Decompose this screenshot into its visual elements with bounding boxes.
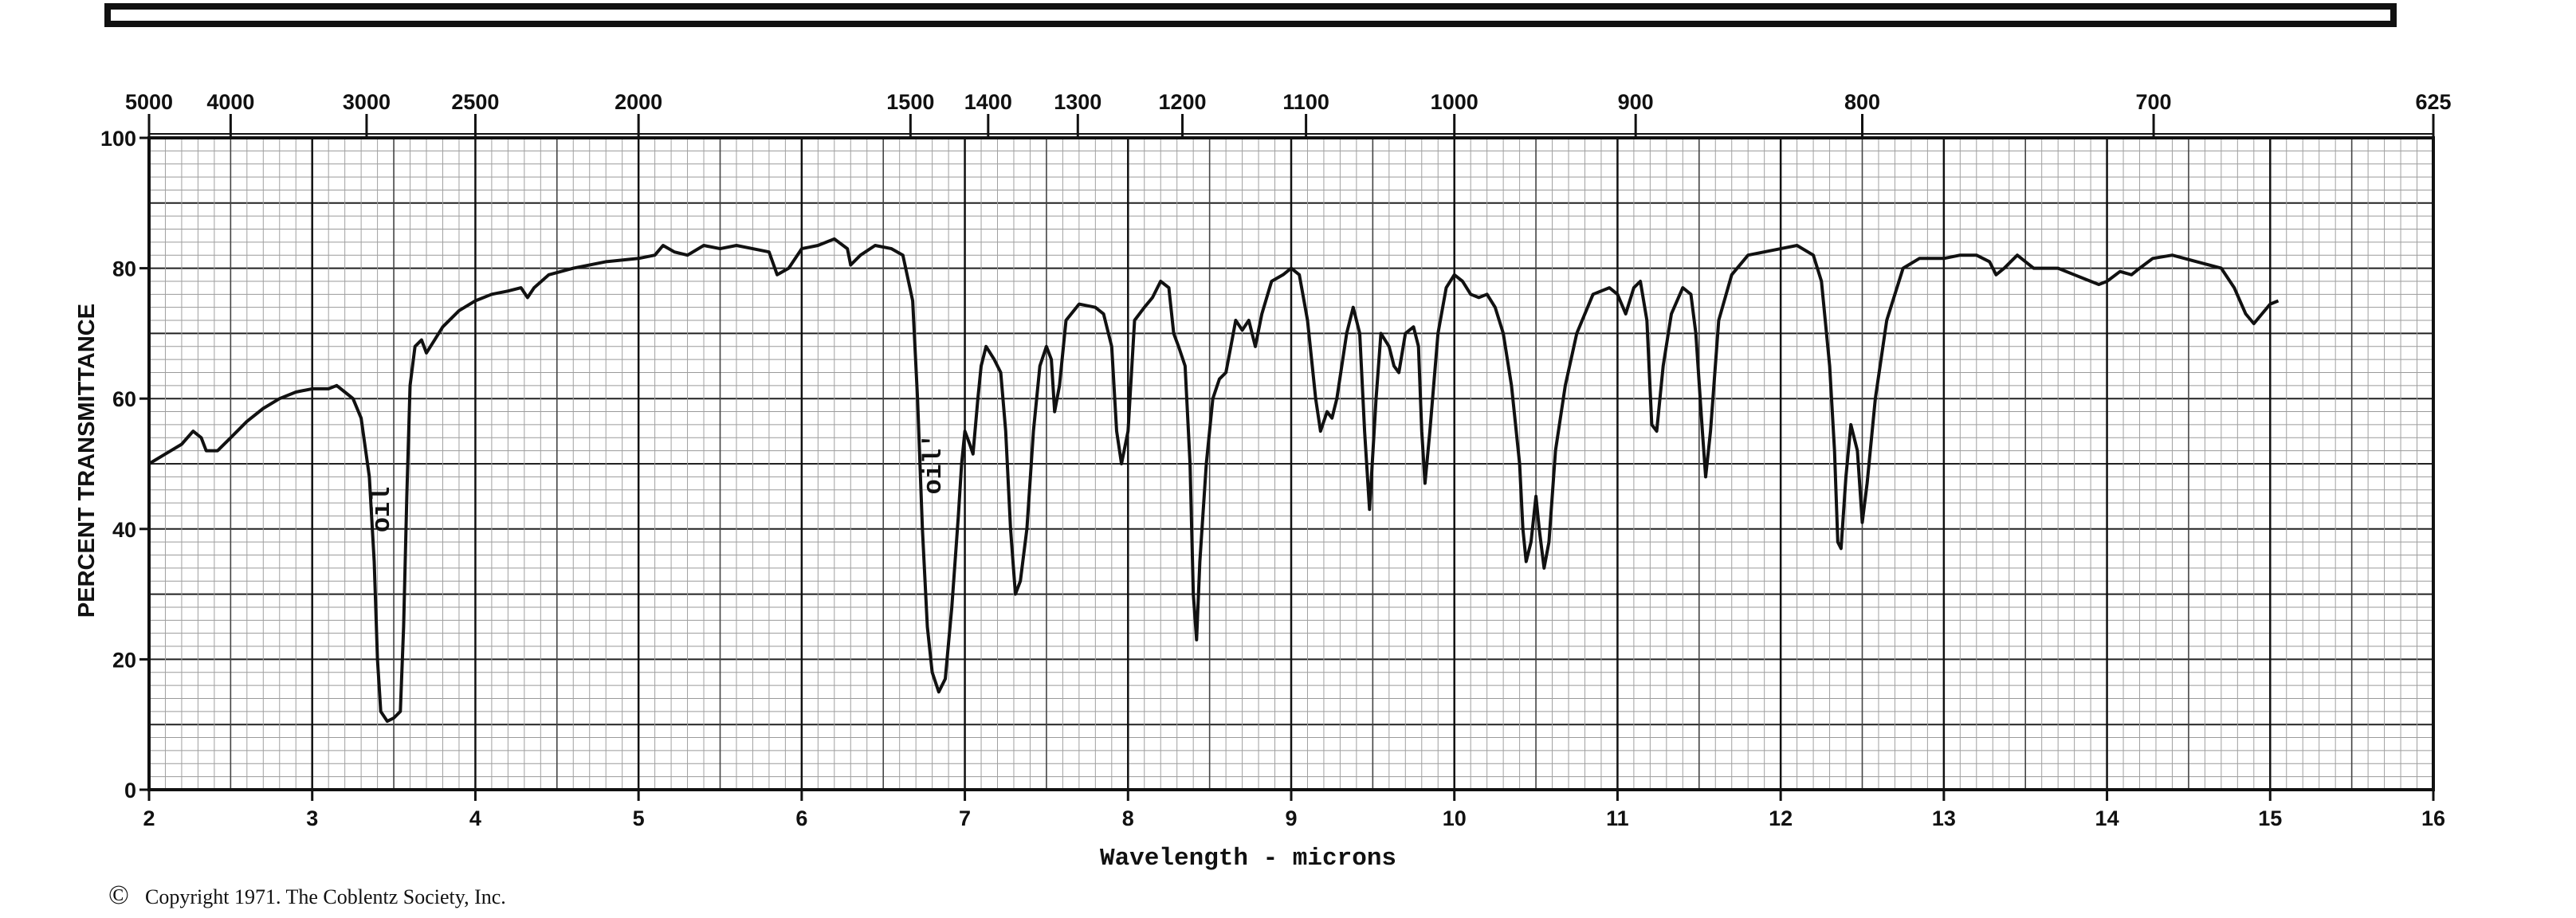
wavenumber-tick-label: 900 (1618, 90, 1654, 114)
x-tick-label: 9 (1285, 806, 1297, 830)
y-tick-label: 60 (112, 387, 136, 411)
wavenumber-axis: 5000 4000 3000 2500 2000 1500 1400 1300 1200 1100… (125, 90, 2452, 138)
wavenumber-tick-label: 1300 (1054, 90, 1101, 114)
wavenumber-tick-label: 800 (1844, 90, 1880, 114)
x-tick-label: 16 (2421, 806, 2445, 830)
annotations: oil oil' (367, 434, 948, 533)
annotation-label: oil' (919, 434, 948, 495)
x-tick-label: 15 (2258, 806, 2282, 830)
y-axis-label: PERCENT TRANSMITTANCE (74, 304, 100, 618)
copyright-symbol: © (108, 881, 129, 910)
y-tick-label: 0 (124, 779, 136, 802)
wavenumber-tick-label: 3000 (343, 90, 391, 114)
y-axis: 0 20 40 60 80 100 (100, 127, 149, 802)
copyright-text: Copyright 1971. The Coblentz Society, In… (145, 885, 506, 908)
x-tick-label: 2 (143, 806, 155, 830)
y-tick-label: 40 (112, 518, 136, 542)
wavenumber-tick-label: 2500 (451, 90, 499, 114)
x-tick-label: 4 (469, 806, 481, 830)
x-tick-label: 10 (1443, 806, 1467, 830)
wavenumber-tick-label: 2000 (615, 90, 662, 114)
wavenumber-tick-label: 700 (2136, 90, 2172, 114)
y-tick-label: 20 (112, 648, 136, 672)
x-tick-label: 3 (306, 806, 318, 830)
x-tick-label: 13 (1932, 806, 1956, 830)
wavenumber-tick-label: 1100 (1282, 90, 1329, 114)
x-tick-label: 5 (633, 806, 645, 830)
x-tick-label: 8 (1122, 806, 1134, 830)
wavenumber-tick-label: 4000 (206, 90, 254, 114)
wavenumber-tick-label: 1500 (886, 90, 934, 114)
wavenumber-tick-label: 5000 (125, 90, 173, 114)
wavenumber-tick-label: 1200 (1158, 90, 1206, 114)
wavenumber-tick-label: 625 (2415, 90, 2451, 114)
x-tick-label: 11 (1606, 806, 1629, 830)
annotation-label: oil (367, 486, 397, 532)
wavenumber-tick-label: 1000 (1431, 90, 1478, 114)
x-tick-label: 14 (2095, 806, 2119, 830)
spectrum-line (147, 237, 2280, 724)
x-tick-label: 12 (1769, 806, 1793, 830)
x-tick-label: 7 (959, 806, 971, 830)
wavenumber-tick-label: 1400 (964, 90, 1012, 114)
x-tick-label: 6 (795, 806, 807, 830)
y-tick-label: 100 (100, 127, 136, 151)
y-tick-label: 80 (112, 257, 136, 281)
x-axis: 2 3 4 5 6 7 8 9 10 11 12 13 14 15 16 (143, 790, 2445, 830)
top-frame-bar (104, 3, 2397, 27)
chart-grid (147, 137, 2435, 790)
x-axis-label: Wavelength - microns (1100, 845, 1396, 873)
